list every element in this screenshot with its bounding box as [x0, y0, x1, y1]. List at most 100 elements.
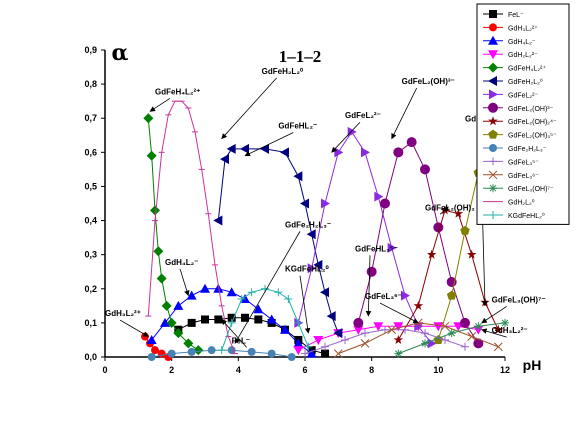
- data-point: [300, 198, 309, 209]
- legend-label: GdFeH₄L₂²⁺: [508, 66, 546, 73]
- data-point: [381, 325, 389, 334]
- annotation-arrow: [179, 268, 190, 297]
- annotation-gdfehl2: GdFeHL₂⁻: [244, 121, 317, 157]
- data-point: [466, 249, 477, 259]
- data-point: [247, 288, 256, 297]
- legend-marker: [488, 76, 497, 86]
- series-line: [147, 100, 236, 354]
- annotation-label: GdFeL₃⁶⁻: [365, 292, 402, 301]
- legend-label: GdH₂L₂²⁻: [508, 52, 538, 59]
- data-point: [293, 346, 304, 356]
- series-11: [147, 346, 296, 361]
- legend-label: GdFeL₃⁵⁻: [508, 159, 539, 166]
- data-point: [293, 338, 304, 348]
- legend-marker: [488, 35, 498, 45]
- series-15: [145, 100, 238, 355]
- legend-item: GdH₂L₂²⁻: [483, 50, 538, 60]
- data-point: [474, 322, 483, 331]
- data-point: [267, 349, 276, 358]
- data-point: [447, 329, 456, 338]
- data-point: [266, 314, 277, 324]
- series-8: [353, 137, 484, 349]
- annotation-arrow: [119, 319, 149, 337]
- data-point: [441, 335, 449, 344]
- series-line: [397, 209, 499, 341]
- annotation-gdfel2: GdFeL₂²⁻: [331, 111, 381, 153]
- series-line: [147, 118, 199, 351]
- annotation-gdfel3: GdFeL₃⁶⁻: [365, 292, 419, 324]
- series-14: [394, 318, 509, 358]
- legend-label: GdH₄L₂⁻: [508, 39, 536, 46]
- legend-label: GdH₂L₂⁰: [508, 199, 535, 207]
- legend-item: GdH₄L₂⁻: [483, 35, 536, 46]
- data-point: [293, 171, 303, 182]
- legend-marker: [488, 62, 498, 73]
- data-point: [146, 150, 157, 161]
- data-point: [361, 147, 370, 158]
- data-point: [304, 342, 313, 351]
- data-point: [241, 313, 249, 322]
- data-point: [200, 283, 210, 293]
- annotation-kgdfehl2: KGdFeHL₂⁰: [285, 265, 329, 334]
- legend-marker: [489, 23, 497, 32]
- data-point: [467, 332, 477, 341]
- data-point: [173, 328, 184, 339]
- y-tick-label: 0,3: [84, 250, 97, 260]
- legend-marker: [488, 129, 498, 139]
- legend-marker: [489, 184, 497, 193]
- legend-item: GdFeL₃⁵⁻: [483, 157, 539, 166]
- data-point: [187, 318, 196, 327]
- data-point: [361, 329, 369, 338]
- annotation-label: GdFe₂H₂L₃⁻: [285, 220, 331, 229]
- data-point: [166, 317, 177, 328]
- data-point: [321, 198, 330, 209]
- annotation-arrow: [244, 132, 294, 157]
- series-7: [294, 126, 437, 349]
- data-point: [186, 290, 197, 300]
- data-point: [226, 143, 236, 154]
- data-point: [274, 288, 283, 297]
- annotation-label: GdH₃L₂²⁻: [492, 326, 528, 335]
- chart-title: 1–1–2: [279, 47, 322, 66]
- annotation-gdh3l2: GdH₃L₂²⁺: [105, 309, 149, 337]
- annotation-layer: GdFeH₄L₂²⁺ GdFeH₂L₂⁰ GdFeL₂²⁻ GdFeL₂(OH)³⁻ G…: [105, 67, 546, 348]
- legend-item: GdFeL₂(OH)₃⁵⁻: [483, 129, 557, 140]
- data-point: [333, 349, 343, 358]
- data-point: [421, 339, 429, 348]
- annotation-gdfel2oh: GdFeL₂(OH)³⁻: [391, 77, 455, 140]
- legend-marker: [489, 144, 497, 152]
- data-point: [306, 348, 317, 358]
- data-point: [401, 325, 409, 334]
- data-point: [240, 143, 249, 154]
- annotation-label: GdFeL₂²⁻: [345, 111, 381, 120]
- annotation-gdfel3oh: GdFeL₃(OH)⁷⁻: [481, 295, 546, 324]
- legend-label: GdFeH₂L₂⁰: [508, 78, 543, 86]
- data-point: [214, 315, 223, 324]
- legend-label: GdFeL₂(OH)³⁻: [508, 106, 554, 113]
- annotation-arrow: [221, 77, 277, 140]
- data-point: [143, 113, 154, 124]
- legend-marker: [488, 102, 498, 113]
- data-point: [217, 346, 226, 355]
- data-point: [334, 147, 344, 158]
- data-point: [280, 324, 290, 334]
- x-tick-label: 6: [302, 365, 307, 375]
- data-point: [393, 147, 404, 158]
- data-point: [284, 295, 293, 304]
- y-axis-label: α: [112, 40, 129, 66]
- series-16: [217, 284, 313, 355]
- y-tick-label: 0,8: [84, 79, 97, 89]
- data-point: [420, 164, 430, 175]
- data-point: [426, 249, 437, 259]
- data-point: [260, 143, 269, 154]
- annotation-arrow: [234, 231, 301, 344]
- data-point: [150, 205, 160, 216]
- legend-label: GdFe₂H₂L₃⁻: [508, 146, 547, 153]
- y-tick-label: 0,5: [84, 181, 97, 191]
- series-3: [146, 283, 317, 358]
- annotation-fel: FeL⁻: [221, 319, 250, 348]
- x-tick-label: 0: [102, 365, 107, 375]
- data-point: [353, 317, 364, 328]
- x-tick-label: 4: [236, 365, 241, 375]
- data-point: [187, 347, 196, 356]
